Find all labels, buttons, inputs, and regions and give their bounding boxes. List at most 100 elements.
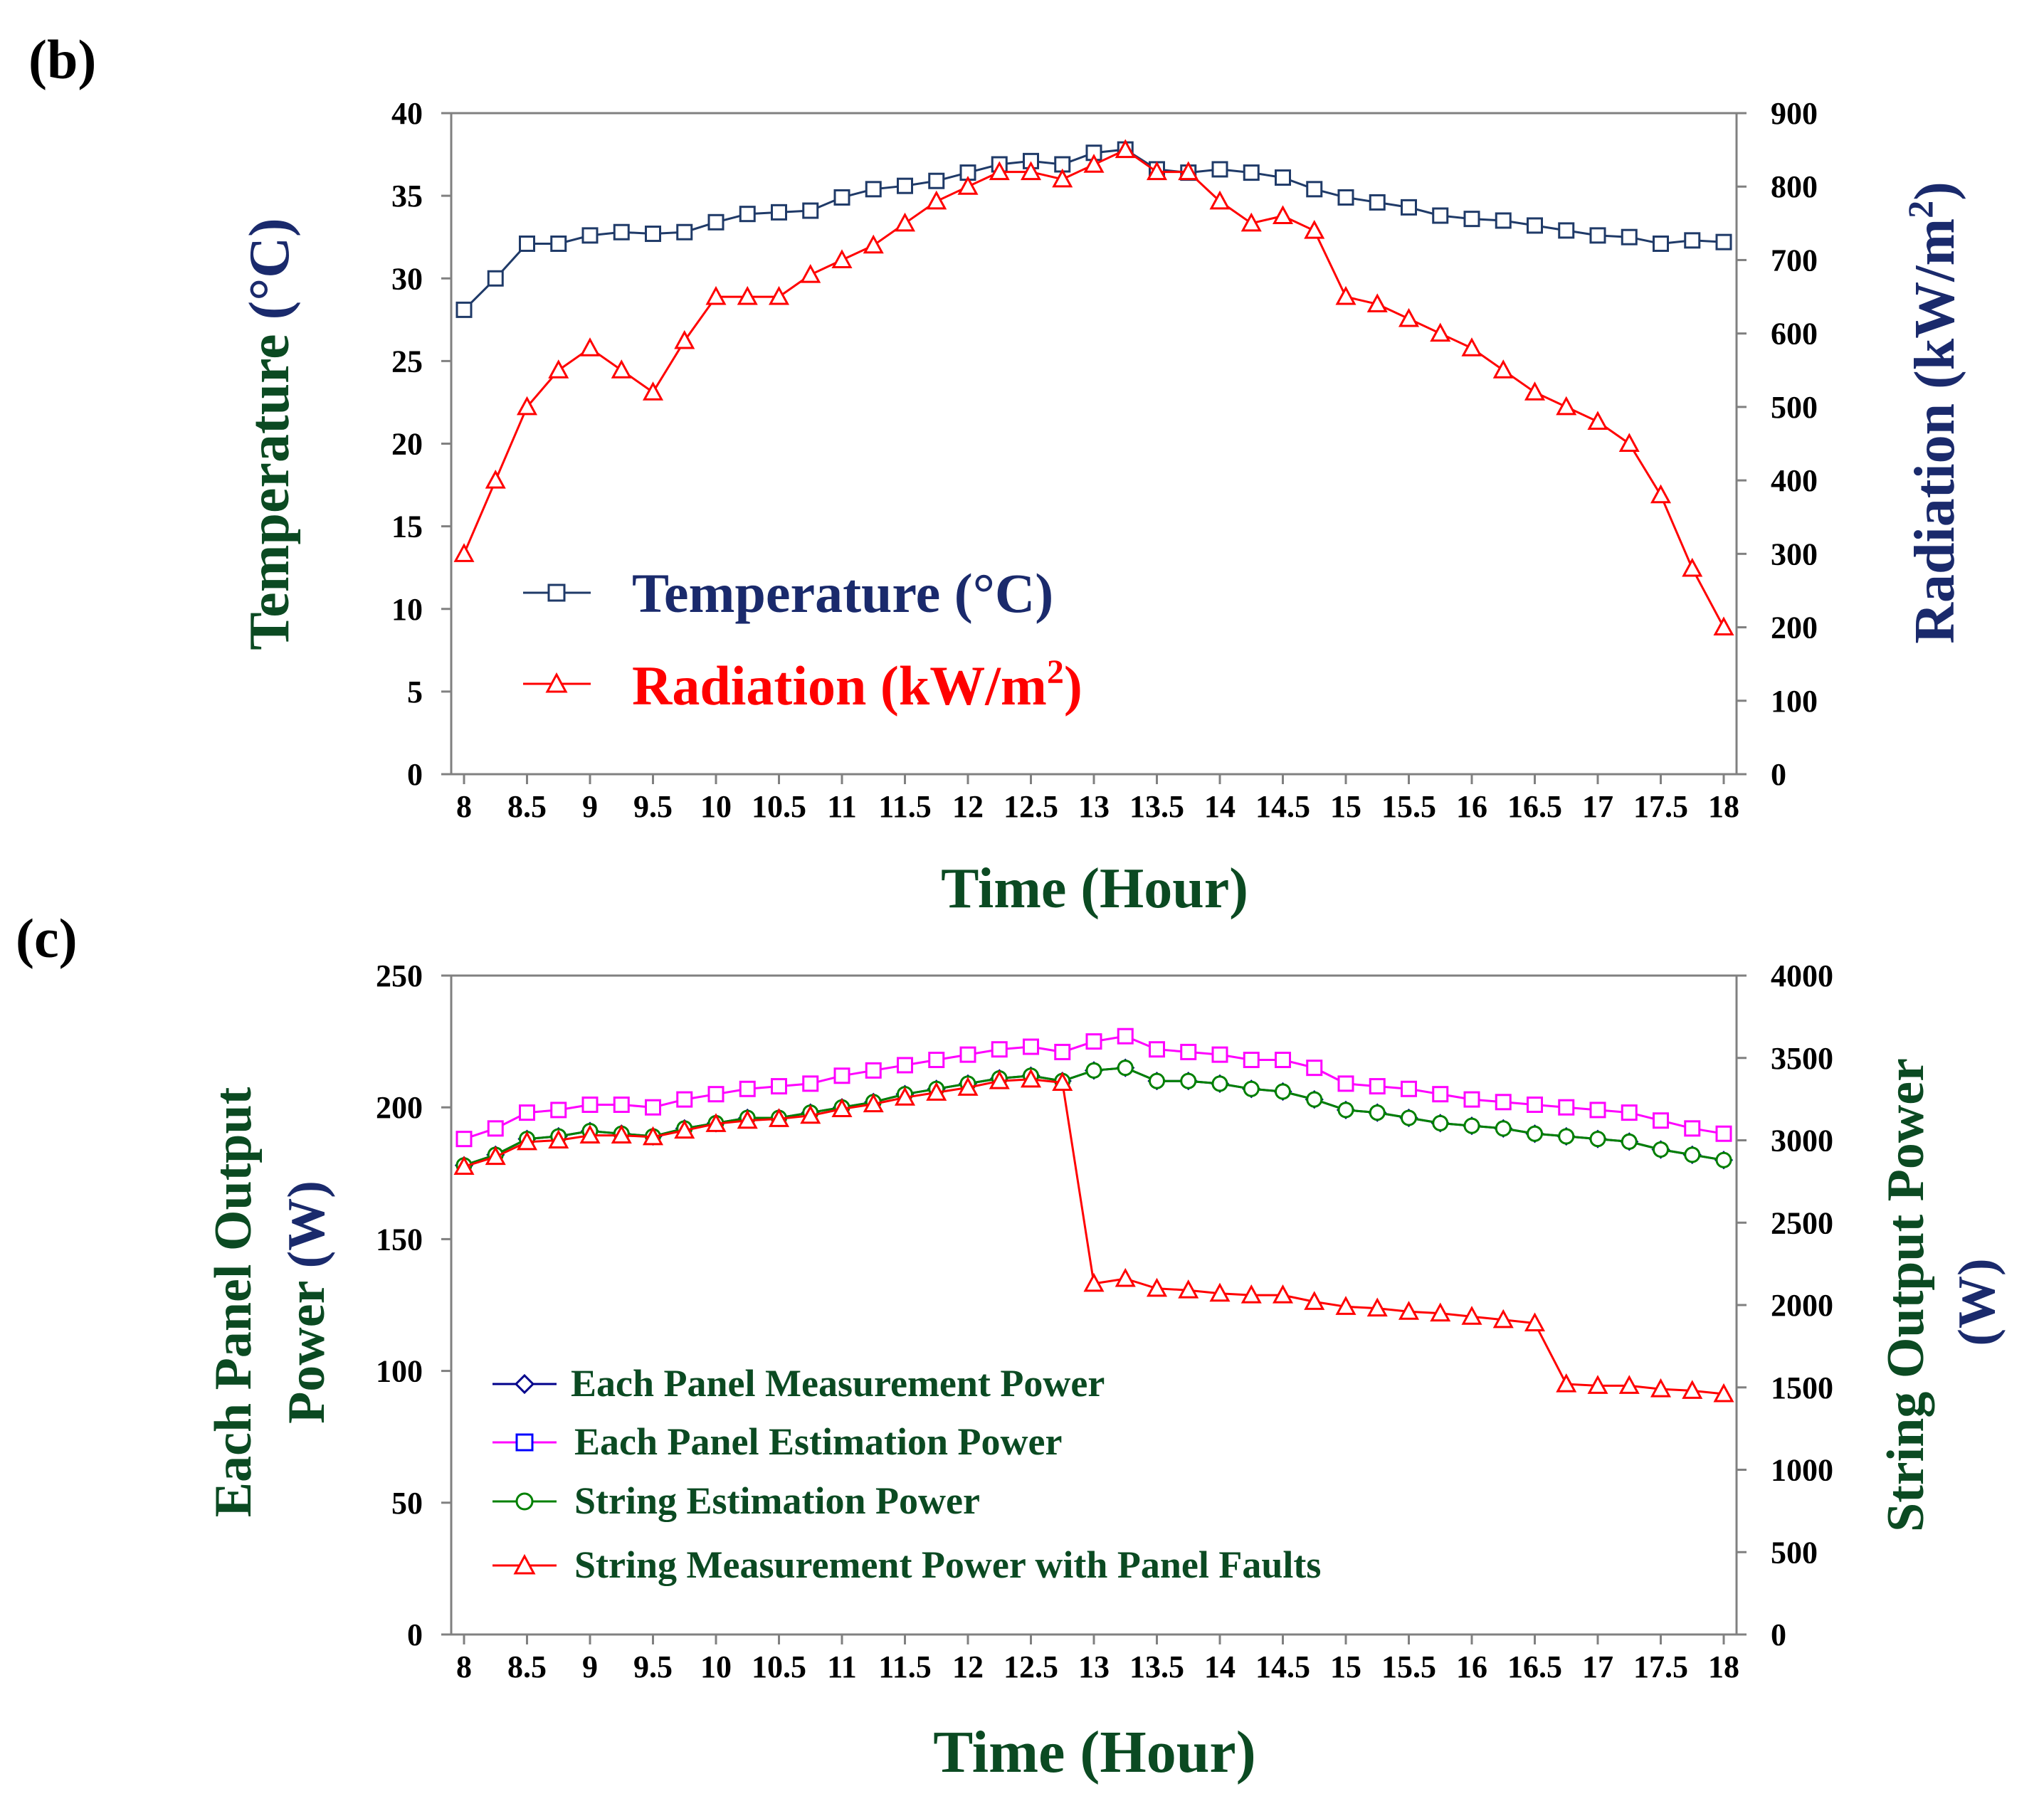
- panel-c-string-estimation-power-point-26: [1275, 1083, 1291, 1100]
- panel-c-string-measurement-power-with-panel-faults-point-32: [1461, 1306, 1482, 1325]
- panel-b-x-tick-label: 18: [1708, 789, 1739, 824]
- panel-b-x-tick-label: 9: [582, 789, 598, 824]
- legend-entry-temperature: Temperature (°C): [523, 562, 1053, 624]
- panel-c-string-measurement-power-with-panel-faults-point-21: [1115, 1267, 1136, 1287]
- panel-c-right-axis-title-line1: String Output Power: [1877, 1058, 1935, 1532]
- panel-b-x-axis: 8 8.5 9 9.5 10 10.5 11 11.5 12 12.5 13 13.5 14 14.5 15…: [456, 774, 1739, 824]
- panel-c-string-measurement-power-with-panel-faults-point-18: [1020, 1068, 1042, 1088]
- panel-c-string-measurement-power-with-panel-faults-point-4: [579, 1124, 601, 1144]
- panel-b-temperature-c-point-34: [1527, 217, 1543, 234]
- panel-c-each-panel-estimation-power-point-7: [676, 1091, 693, 1108]
- panel-b-temperature-c-point-8: [707, 213, 725, 231]
- panel-c-each-panel-estimation-power-point-28: [1337, 1075, 1354, 1092]
- panel-c-each-panel-estimation-power-point-3: [550, 1102, 567, 1119]
- panel-c-x-tick-label: 10.5: [752, 1649, 806, 1684]
- panel-c-string-measurement-power-with-panel-faults-point-31: [1430, 1302, 1451, 1322]
- legend-marker-square: [547, 583, 566, 602]
- panel-c-each-panel-estimation-power-point-16: [959, 1046, 976, 1063]
- panel-b-radiation-kw-m2-point-0: [453, 543, 475, 562]
- panel-c-string-measurement-power-with-panel-faults-point-2: [516, 1131, 538, 1151]
- panel-c-each-panel-estimation-power-point-24: [1211, 1046, 1228, 1063]
- panel-c-each-panel-estimation-power-point-32: [1463, 1091, 1480, 1108]
- panel-b-radiation-kw-m2-point-1: [485, 469, 506, 489]
- legend-label-radiation-sup: 2: [1047, 653, 1064, 691]
- panel-b-temperature-c-point-38: [1653, 235, 1669, 252]
- panel-c-string-measurement-power-with-panel-faults-point-14: [894, 1087, 916, 1106]
- panel-b-x-tick-label: 8: [456, 789, 472, 824]
- panel-c-string-measurement-power-with-panel-faults-series: [453, 1068, 1734, 1403]
- panel-c-each-panel-estimation-power-point-20: [1085, 1033, 1102, 1050]
- panel-c-string-measurement-power-with-panel-faults-point-39: [1682, 1380, 1703, 1399]
- panel-b-left-tick-label: 0: [407, 757, 423, 792]
- panel-c-each-panel-estimation-power-point-6: [645, 1099, 661, 1116]
- panel-c-string-measurement-power-with-panel-faults-point-11: [800, 1104, 821, 1124]
- panel-b-temperature-c-point-9: [739, 206, 756, 223]
- legend-label-panel-estimation: Each Panel Estimation Power: [574, 1420, 1062, 1463]
- panel-c-string-estimation-power-point-40: [1715, 1151, 1732, 1168]
- panel-b-radiation-kw-m2-point-28: [1335, 285, 1356, 305]
- panel-c-string-measurement-power-with-panel-faults-point-30: [1398, 1301, 1420, 1320]
- panel-b-x-tick-label: 13.5: [1129, 789, 1184, 824]
- panel-c-x-tick-label: 13.5: [1129, 1649, 1184, 1684]
- panel-b-x-tick-label: 17: [1582, 789, 1613, 824]
- legend-label-string-measurement: String Measurement Power with Panel Faul…: [574, 1543, 1321, 1586]
- legend-label-radiation-close: ): [1064, 655, 1082, 717]
- legend-label-radiation-unit: (kW/m: [880, 655, 1047, 717]
- panel-c-string-measurement-power-with-panel-faults-point-6: [642, 1126, 664, 1146]
- panel-c-string-estimation-power-point-23: [1180, 1072, 1197, 1089]
- panel-b-x-tick-label: 11.5: [878, 789, 932, 824]
- panel-b-temperature-c-point-28: [1337, 189, 1354, 206]
- panel-c-each-panel-estimation-power-point-35: [1558, 1099, 1575, 1116]
- panel-b-radiation-kw-m2-point-22: [1146, 161, 1168, 181]
- panel-c-x-tick-label: 9: [582, 1649, 598, 1684]
- panel-c-string-estimation-power-point-25: [1243, 1080, 1260, 1097]
- panel-b-temperature-c-series: [455, 141, 1732, 318]
- panel-b-radiation-kw-m2-point-29: [1366, 293, 1388, 312]
- panel-b-x-tick-label: 10.5: [752, 789, 806, 824]
- panel-b-x-tick-label: 15: [1330, 789, 1361, 824]
- panel-b-right-tick-label: 800: [1771, 169, 1818, 204]
- panel-c-each-panel-estimation-power-series: [455, 1028, 1732, 1148]
- legend-entry-radiation: Radiation (kW/m2): [523, 653, 1082, 717]
- panel-b-radiation-kw-m2-point-10: [768, 285, 790, 305]
- panel-c-each-panel-estimation-power-point-22: [1149, 1041, 1165, 1058]
- panel-c-string-estimation-power-point-36: [1589, 1131, 1606, 1148]
- panel-c-each-panel-estimation-power-point-11: [802, 1075, 819, 1092]
- panel-c-each-panel-estimation-power-point-38: [1653, 1112, 1669, 1129]
- legend-label-panel-measurement: Each Panel Measurement Power: [571, 1362, 1105, 1405]
- panel-b-right-axis-title-sup: 2: [1900, 201, 1940, 218]
- panel-c-x-tick-label: 13: [1078, 1649, 1110, 1684]
- panel-b-right-tick-label: 900: [1771, 96, 1818, 131]
- panel-c-string-measurement-power-with-panel-faults-point-22: [1146, 1277, 1168, 1297]
- panel-c-each-panel-estimation-power-point-33: [1495, 1094, 1512, 1111]
- panel-b-temperature-c-point-29: [1369, 194, 1386, 211]
- panel-b-x-tick-label: 12: [952, 789, 984, 824]
- panel-c-x-axis: 8 8.5 9 9.5 10 10.5 11 11.5 12 12.5 13 13.5 14 14.5 15…: [456, 1634, 1739, 1684]
- panel-b-temperature-c-point-40: [1715, 233, 1732, 250]
- panel-c-string-estimation-power-point-33: [1495, 1120, 1512, 1137]
- panel-c-x-tick-label: 12: [952, 1649, 984, 1684]
- panel-c-x-tick-label: 15.5: [1381, 1649, 1436, 1684]
- panel-c-string-measurement-power-with-panel-faults-point-15: [926, 1082, 947, 1101]
- legend-entry-panel-estimation: Each Panel Estimation Power: [492, 1420, 1062, 1463]
- panel-c-string-estimation-power-point-37: [1621, 1133, 1638, 1150]
- panel-b-left-tick-label: 5: [407, 675, 423, 709]
- panel-c-each-panel-estimation-power-point-17: [991, 1041, 1008, 1058]
- panel-c-string-measurement-power-with-panel-faults-point-26: [1272, 1284, 1294, 1304]
- panel-b-radiation-kw-m2-point-12: [831, 249, 853, 268]
- panel-c-string-estimation-power-point-39: [1684, 1146, 1701, 1163]
- panel-c-each-panel-estimation-power-point-21: [1117, 1028, 1134, 1045]
- panel-c-left-tick-label: 0: [407, 1617, 423, 1652]
- panel-c-x-axis-title: Time (Hour): [933, 1719, 1255, 1785]
- panel-b-temperature-c-point-3: [550, 235, 567, 252]
- panel-b-right-tick-label: 0: [1771, 757, 1786, 792]
- panel-c-each-panel-estimation-power-point-13: [865, 1062, 882, 1079]
- panel-c-right-tick-label: 4000: [1771, 958, 1833, 993]
- panel-c-string-measurement-power-with-panel-faults-point-13: [863, 1093, 884, 1113]
- panel-c-x-tick-label: 17.5: [1633, 1649, 1688, 1684]
- panel-b-x-tick-label: 9.5: [633, 789, 673, 824]
- legend-label-radiation-text: Radiation: [632, 655, 866, 717]
- panel-c-each-panel-estimation-power-point-14: [897, 1057, 913, 1074]
- panel-c-string-estimation-power-point-27: [1306, 1091, 1323, 1108]
- panel-c-right-tick-label: 1000: [1771, 1453, 1833, 1488]
